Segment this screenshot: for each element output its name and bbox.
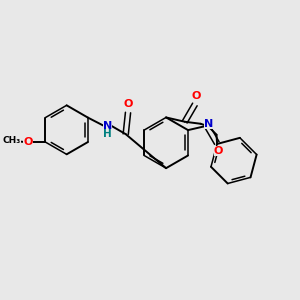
Text: N: N — [204, 119, 213, 129]
Text: CH₃: CH₃ — [3, 136, 21, 145]
Text: N: N — [103, 121, 112, 130]
Text: O: O — [214, 146, 223, 156]
Text: O: O — [192, 92, 201, 101]
Text: O: O — [124, 100, 133, 110]
Text: O: O — [23, 137, 33, 147]
Text: H: H — [103, 129, 112, 139]
